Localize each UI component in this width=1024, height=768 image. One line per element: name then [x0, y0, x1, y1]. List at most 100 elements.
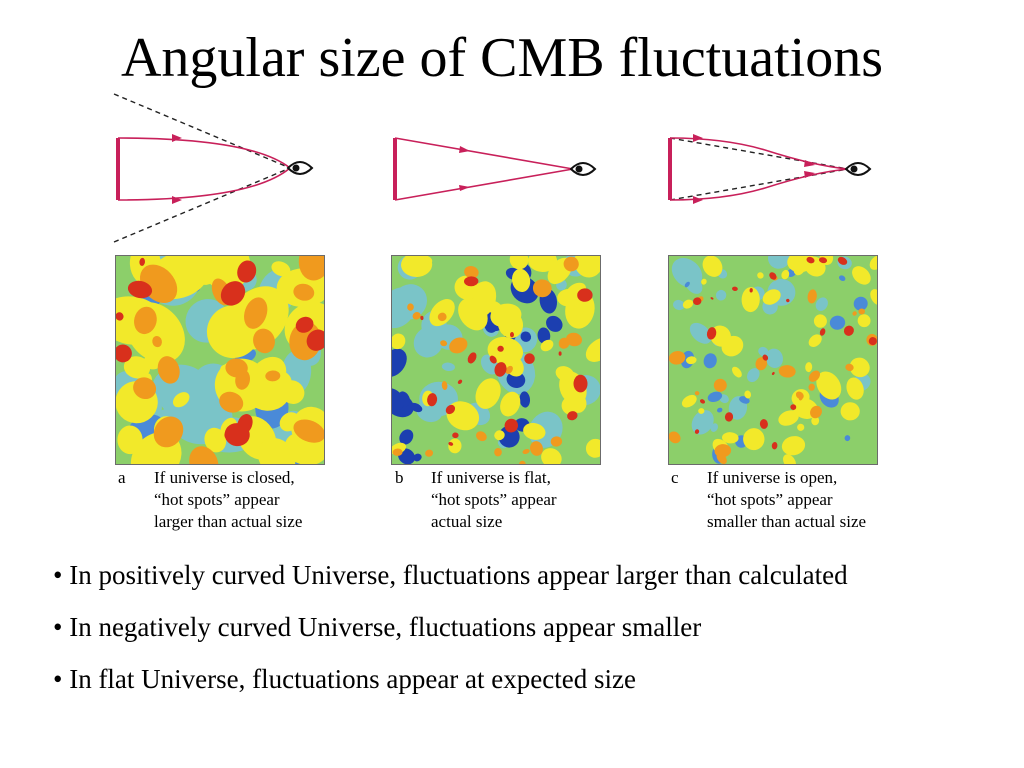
cmb-spot: [204, 427, 227, 453]
light-ray-top: [669, 137, 849, 170]
cmb-spot: [698, 408, 705, 414]
cmb-spot: [703, 353, 717, 369]
cmb-spot: [449, 337, 468, 354]
cmb-spot: [806, 256, 815, 264]
cmb-spot: [448, 438, 462, 454]
cmb-spot: [500, 391, 521, 417]
cmb-spot: [441, 381, 448, 390]
cmb-spot: [691, 410, 714, 435]
cmb-spot: [845, 363, 854, 372]
eye-icon: [844, 162, 872, 176]
cmb-spot: [509, 332, 515, 338]
cmb-spot: [152, 336, 162, 348]
cmb-spot: [694, 391, 700, 396]
cmb-spot: [743, 428, 765, 451]
ray-diagram-flat: [393, 137, 597, 201]
arrowhead-icon: [172, 134, 182, 142]
cmb-spot: [220, 281, 246, 306]
cmb-spot: [401, 256, 433, 278]
cmb-spot: [585, 337, 600, 362]
cmb-spot: [530, 441, 543, 456]
caption-text: If universe is flat, “hot spots” appear …: [431, 468, 557, 531]
cmb-spot: [134, 306, 157, 335]
cmb-spot: [769, 272, 777, 280]
cmb-spot: [715, 289, 727, 301]
cmb-spot: [574, 256, 600, 278]
bullet-item: • In negatively curved Universe, fluctua…: [53, 612, 702, 642]
cmb-spot: [565, 332, 583, 347]
cmb-spot: [819, 328, 826, 336]
cmb-spot: [858, 308, 865, 315]
cmb-spot: [682, 299, 694, 309]
cmb-spot: [757, 272, 764, 279]
cmb-spot: [781, 436, 806, 456]
light-ray-top: [394, 137, 574, 170]
cmb-spot: [392, 448, 403, 456]
cmb-spot: [563, 256, 579, 272]
cmb-spot: [440, 340, 448, 347]
cmb-spot: [558, 351, 562, 356]
cmb-spot: [778, 365, 796, 378]
cmb-spot: [707, 391, 723, 402]
cmb-spot: [557, 288, 581, 307]
cmb-spot: [852, 311, 857, 316]
cmb-spot: [768, 256, 791, 269]
cmb-spot: [494, 448, 502, 457]
cmb-spot: [749, 288, 753, 293]
cmb-spot: [781, 269, 790, 280]
cmb-spot: [783, 454, 796, 464]
cmb-spot: [219, 391, 244, 413]
cmb-spot: [441, 362, 455, 372]
cmb-spot: [797, 423, 805, 431]
cmb-spot: [127, 280, 153, 299]
cmb-spot: [857, 314, 871, 328]
cmb-spot: [759, 419, 768, 429]
cmb-spot: [567, 411, 578, 421]
cmb-spot: [684, 281, 690, 288]
cmb-spot: [558, 337, 570, 349]
panel-letter: c: [671, 468, 679, 487]
cmb-spot: [476, 431, 487, 442]
cmb-spot: [293, 419, 324, 443]
cmb-spot: [505, 365, 513, 374]
cmb-spot: [244, 371, 290, 411]
cmb-spot: [437, 312, 447, 322]
cmb-spot: [732, 366, 742, 378]
arrowhead-icon: [804, 171, 815, 178]
cmb-spot: [523, 422, 546, 440]
cmb-spot: [716, 407, 723, 413]
cmb-spot: [839, 275, 846, 282]
cmb-spot: [569, 394, 587, 413]
cmb-spot: [790, 404, 797, 410]
cmb-spot: [117, 425, 143, 455]
cmb-spot: [758, 346, 769, 357]
cmb-spot: [869, 256, 877, 270]
dashed-apparent-ray-top: [113, 93, 291, 169]
cmb-spot: [457, 379, 463, 384]
cmb-spot: [425, 449, 434, 457]
cmb-spot: [805, 362, 813, 373]
cmb-spot: [116, 312, 124, 321]
cmb-spot: [771, 371, 775, 376]
cmb-spot: [710, 329, 716, 336]
cmb-spot: [540, 339, 554, 352]
cmb-spot: [818, 257, 828, 264]
cmb-spot: [669, 431, 681, 444]
cmb-spot: [253, 328, 275, 354]
cmb-spot: [846, 377, 864, 400]
cmb-spot: [519, 391, 531, 408]
arrowhead-icon: [804, 160, 815, 167]
cmb-spot: [429, 299, 455, 327]
dashed-apparent-ray-bottom: [113, 167, 291, 243]
panel-letter: b: [395, 468, 404, 487]
cmb-spot: [843, 325, 854, 336]
cmb-spot: [494, 362, 507, 377]
cmb-spot: [392, 348, 407, 377]
cmb-spot: [494, 430, 505, 441]
cmb-spot: [189, 446, 219, 464]
cmb-spot: [162, 423, 180, 441]
cmb-spot: [669, 351, 686, 365]
cmb-spot: [271, 261, 291, 277]
ray-diagram-closed: [113, 93, 314, 243]
cmb-spot: [399, 429, 414, 445]
